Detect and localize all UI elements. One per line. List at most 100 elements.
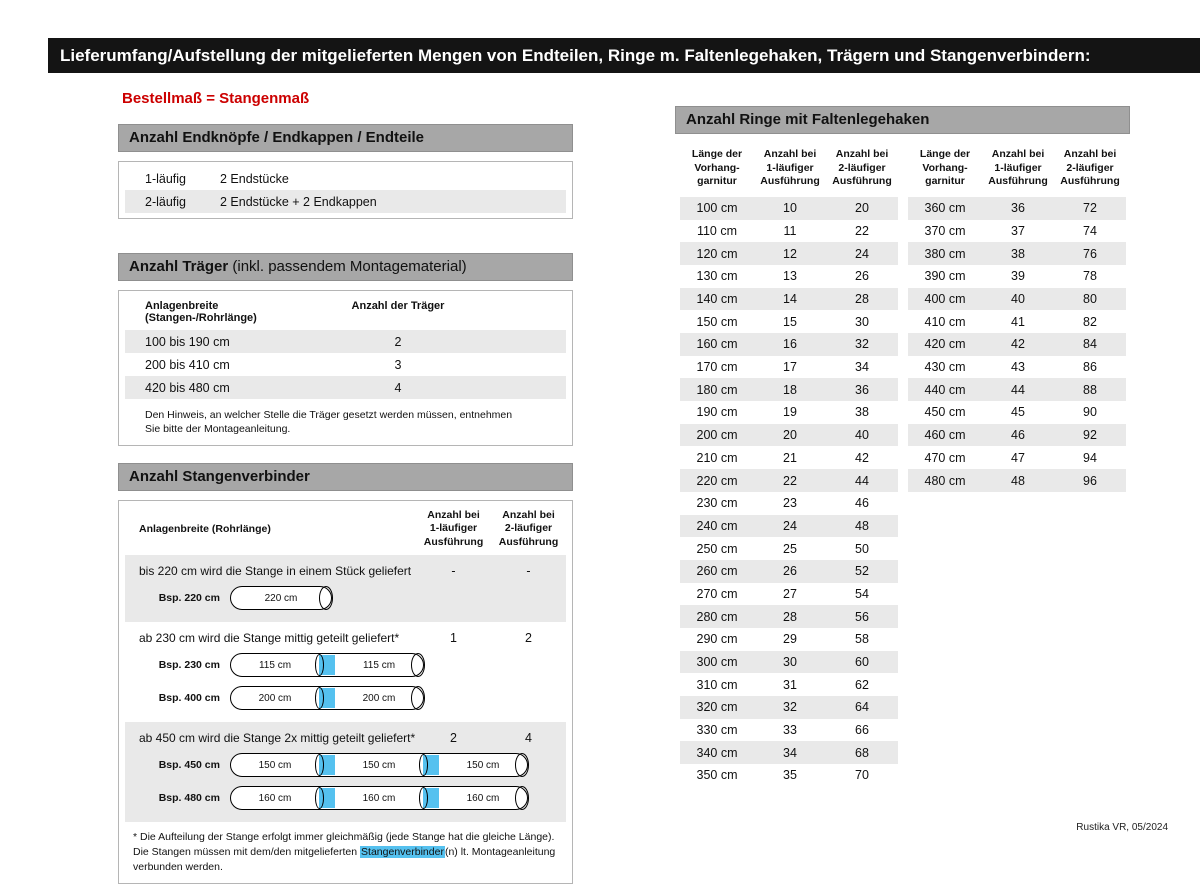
ring-length: 450 cm <box>924 405 966 420</box>
ring-count-2laeufig: 84 <box>1083 337 1097 352</box>
ring-row: 350 cm 35 70 <box>680 764 898 787</box>
ring-length: 310 cm <box>696 677 738 692</box>
traeger-row: 200 bis 410 cm 3 <box>125 353 566 376</box>
ring-length: 100 cm <box>696 201 738 216</box>
ring-count-2laeufig: 44 <box>855 473 869 488</box>
ring-count-1laeufig: 35 <box>783 768 797 783</box>
rod-diagram: 150 cm 150 cm 150 cm <box>230 752 529 778</box>
ring-row: 310 cm 31 62 <box>680 673 898 696</box>
ring-length: 170 cm <box>696 360 738 375</box>
verbinder-rule-text: ab 230 cm wird die Stange mittig geteilt… <box>139 630 400 645</box>
ring-row: 240 cm 24 48 <box>680 514 898 538</box>
ring-count-1laeufig: 38 <box>1011 246 1025 261</box>
traeger-header-bold: Anzahl Träger <box>129 258 229 275</box>
ring-col-2laeufig-header: Anzahl bei 2-läufiger Ausführung <box>1060 148 1120 188</box>
traeger-count: 4 <box>394 380 402 395</box>
ring-count-2laeufig: 22 <box>855 223 869 238</box>
ring-count-1laeufig: 11 <box>783 223 797 238</box>
ring-count-2laeufig: 26 <box>855 269 869 284</box>
rod-segment: 160 cm <box>362 792 396 804</box>
ring-count-2laeufig: 72 <box>1083 201 1097 216</box>
ring-count-2laeufig: 70 <box>855 768 869 783</box>
ring-row: 150 cm 15 30 <box>680 310 898 333</box>
ring-length: 240 cm <box>696 518 738 533</box>
ring-length: 280 cm <box>696 609 738 624</box>
section-endpieces: Anzahl Endknöpfe / Endkappen / Endteile … <box>118 124 573 219</box>
ring-length: 380 cm <box>924 246 966 261</box>
verbinder-footnote: * Die Aufteilung der Stange erfolgt imme… <box>125 822 566 882</box>
traeger-range: 200 bis 410 cm <box>145 357 230 372</box>
ring-row: 440 cm 44 88 <box>908 378 1126 402</box>
ring-row: 100 cm 10 20 <box>680 196 898 220</box>
ring-row: 110 cm 11 22 <box>680 220 898 243</box>
ring-length: 120 cm <box>696 246 738 261</box>
traeger-section-header: Anzahl Träger (inkl. passendem Montagema… <box>118 253 573 281</box>
rod-row: Bsp. 400 cm 200 cm 200 cm <box>125 682 566 715</box>
ring-count-2laeufig: 48 <box>855 518 869 533</box>
ring-count-2laeufig: 46 <box>855 496 869 511</box>
ring-row: 370 cm 37 74 <box>908 220 1126 243</box>
ring-row: 470 cm 47 94 <box>908 446 1126 469</box>
verbinder-col3-header: Anzahl bei 2-läufiger Ausführung <box>498 509 559 548</box>
rings-tables: Länge der Vorhang- garnitur Anzahl bei 1… <box>675 148 1130 787</box>
ring-count-1laeufig: 14 <box>783 292 797 307</box>
ring-row: 220 cm 22 44 <box>680 469 898 492</box>
ring-count-1laeufig: 34 <box>783 745 797 760</box>
rod-diagram: 115 cm 115 cm <box>230 652 425 678</box>
rod-row: Bsp. 230 cm 115 cm 115 cm <box>125 649 566 682</box>
ring-count-2laeufig: 56 <box>855 609 869 624</box>
ring-row: 260 cm 26 52 <box>680 559 898 583</box>
traeger-count: 3 <box>394 357 402 372</box>
ring-row: 430 cm 43 86 <box>908 356 1126 379</box>
traeger-row: 420 bis 480 cm 4 <box>125 376 566 399</box>
ring-length: 270 cm <box>696 586 738 601</box>
ring-count-2laeufig: 38 <box>855 405 869 420</box>
ring-row: 290 cm 29 58 <box>680 628 898 651</box>
traeger-header-rest: (inkl. passendem Montagematerial) <box>228 258 467 275</box>
ring-count-1laeufig: 46 <box>1011 428 1025 443</box>
ring-count-1laeufig: 17 <box>783 360 797 375</box>
rod-example-label: Bsp. 220 cm <box>158 592 220 605</box>
ring-count-2laeufig: 90 <box>1083 405 1097 420</box>
ring-count-1laeufig: 44 <box>1011 382 1025 397</box>
ring-count-2laeufig: 40 <box>855 428 869 443</box>
ring-table-right-body: 360 cm 36 72 370 cm 37 74 380 cm 38 76 390 cm 39 78… <box>908 196 1126 492</box>
ring-length: 210 cm <box>696 450 738 465</box>
ring-length: 390 cm <box>924 269 966 284</box>
rod-connector-icon <box>315 754 335 777</box>
ring-count-1laeufig: 28 <box>783 609 797 624</box>
ring-length: 410 cm <box>924 314 966 329</box>
ring-row: 380 cm 38 76 <box>908 242 1126 265</box>
endpieces-section-header: Anzahl Endknöpfe / Endkappen / Endteile <box>118 124 573 152</box>
ring-row: 170 cm 17 34 <box>680 356 898 379</box>
verbinder-block-head: ab 450 cm wird die Stange 2x mittig gete… <box>125 727 566 749</box>
footnote-highlight: Stangenverbinder <box>360 845 445 858</box>
rod-segment: 160 cm <box>258 792 292 804</box>
ring-count-2laeufig: 94 <box>1083 450 1097 465</box>
ring-length: 480 cm <box>924 473 966 488</box>
ring-count-2laeufig: 20 <box>855 201 869 216</box>
ring-length: 460 cm <box>924 428 966 443</box>
rod-end-cap-icon <box>515 785 529 810</box>
ring-row: 180 cm 18 36 <box>680 378 898 402</box>
verbinder-table: Anlagenbreite (Rohrlänge) Anzahl bei 1-l… <box>118 500 573 884</box>
rod-segment: 220 cm <box>264 592 298 604</box>
ring-count-1laeufig: 10 <box>783 201 797 216</box>
ring-row: 250 cm 25 50 <box>680 537 898 560</box>
ring-length: 140 cm <box>696 292 738 307</box>
ring-length: 420 cm <box>924 337 966 352</box>
ring-count-1laeufig: 37 <box>1011 223 1025 238</box>
ring-row: 210 cm 21 42 <box>680 446 898 469</box>
ring-row: 330 cm 33 66 <box>680 719 898 742</box>
ring-count-2laeufig: 34 <box>855 360 869 375</box>
ring-row: 300 cm 30 60 <box>680 650 898 674</box>
verbinder-blocks: bis 220 cm wird die Stange in einem Stüc… <box>125 554 566 822</box>
ring-count-2laeufig: 58 <box>855 632 869 647</box>
ring-count-2laeufig: 74 <box>1083 223 1097 238</box>
ring-table-right-headers: Länge der Vorhang- garnitur Anzahl bei 1… <box>908 148 1126 189</box>
ring-length: 110 cm <box>696 223 738 238</box>
ring-count-1laeufig: 19 <box>783 405 797 420</box>
ring-length: 290 cm <box>696 632 738 647</box>
ring-length: 430 cm <box>924 360 966 375</box>
ring-count-1laeufig: 21 <box>783 450 797 465</box>
